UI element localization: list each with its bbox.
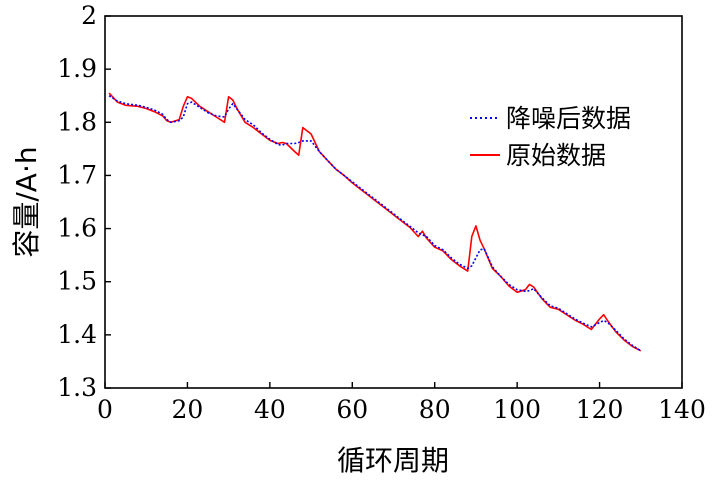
x-tick-label: 100 <box>493 395 541 424</box>
x-axis-title: 循环周期 <box>337 444 449 477</box>
y-tick-label: 1.7 <box>57 160 97 189</box>
x-tick-label: 40 <box>254 395 286 424</box>
x-tick-label: 120 <box>576 395 624 424</box>
series-layer <box>108 92 642 352</box>
y-tick-label: 2 <box>81 1 97 30</box>
y-tick-label: 1.3 <box>57 373 97 402</box>
legend: 降噪后数据 原始数据 <box>470 104 631 170</box>
x-axis-ticks: 0 20 40 60 80 100 120 140 <box>97 382 706 424</box>
y-tick-label: 1.8 <box>57 107 97 136</box>
y-tick-label: 1.4 <box>57 320 97 349</box>
plot-area-frame <box>104 15 683 389</box>
legend-label-raw: 原始数据 <box>506 141 606 170</box>
y-axis-ticks: 1.3 1.4 1.5 1.6 1.7 1.8 1.9 2 <box>57 1 111 402</box>
x-tick-label: 60 <box>336 395 368 424</box>
x-tick-label: 80 <box>419 395 451 424</box>
x-tick-label: 20 <box>172 395 204 424</box>
legend-label-denoised: 降噪后数据 <box>506 104 631 133</box>
series-line-raw <box>108 92 642 352</box>
y-axis-title: 容量/A·h <box>10 146 43 257</box>
y-tick-label: 1.6 <box>57 214 97 243</box>
series-line-denoised <box>108 95 642 352</box>
x-tick-label: 0 <box>97 395 113 424</box>
y-tick-label: 1.9 <box>57 54 97 83</box>
x-tick-label: 140 <box>658 395 706 424</box>
y-tick-label: 1.5 <box>57 267 97 296</box>
